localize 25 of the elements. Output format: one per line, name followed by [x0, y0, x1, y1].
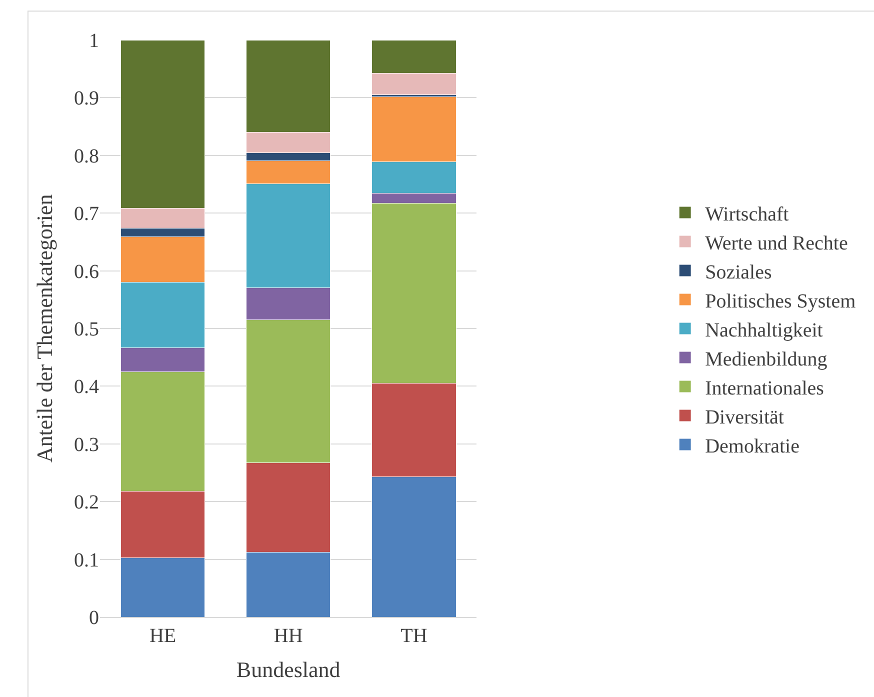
- x-tick-label: HH: [274, 625, 303, 647]
- x-tick-label: HE: [149, 625, 176, 647]
- legend-label: Diversität: [705, 406, 784, 428]
- y-tick-label: 0.8: [74, 145, 99, 168]
- legend-label: Werte und Rechte: [705, 232, 848, 254]
- legend-label: Demokratie: [705, 435, 800, 458]
- x-tick-label: TH: [400, 625, 428, 647]
- y-tick-label: 1: [89, 30, 99, 52]
- y-tick-label: 0.4: [74, 376, 99, 398]
- y-tick-label: 0.3: [74, 434, 99, 456]
- y-tick-label: 0.9: [74, 88, 99, 110]
- y-tick-label: 0.1: [74, 549, 99, 572]
- y-tick-label: 0.6: [74, 260, 99, 283]
- legend-label: Nachhaltigkeit: [705, 319, 824, 342]
- y-tick-label: 0: [89, 607, 99, 629]
- legend-label: Medienbildung: [705, 348, 828, 370]
- y-tick-label: 0.2: [74, 492, 99, 514]
- legend-label: Wirtschaft: [705, 203, 790, 226]
- y-tick-label: 0.5: [74, 318, 99, 340]
- legend-label: Soziales: [705, 261, 772, 284]
- legend-label: Politisches System: [705, 290, 856, 312]
- x-axis-title: Bundesland: [236, 656, 340, 682]
- legend-label: Internationales: [705, 377, 824, 400]
- y-tick-label: 0.7: [74, 203, 99, 226]
- y-axis-title: Anteile der Themenkategorien: [32, 194, 57, 463]
